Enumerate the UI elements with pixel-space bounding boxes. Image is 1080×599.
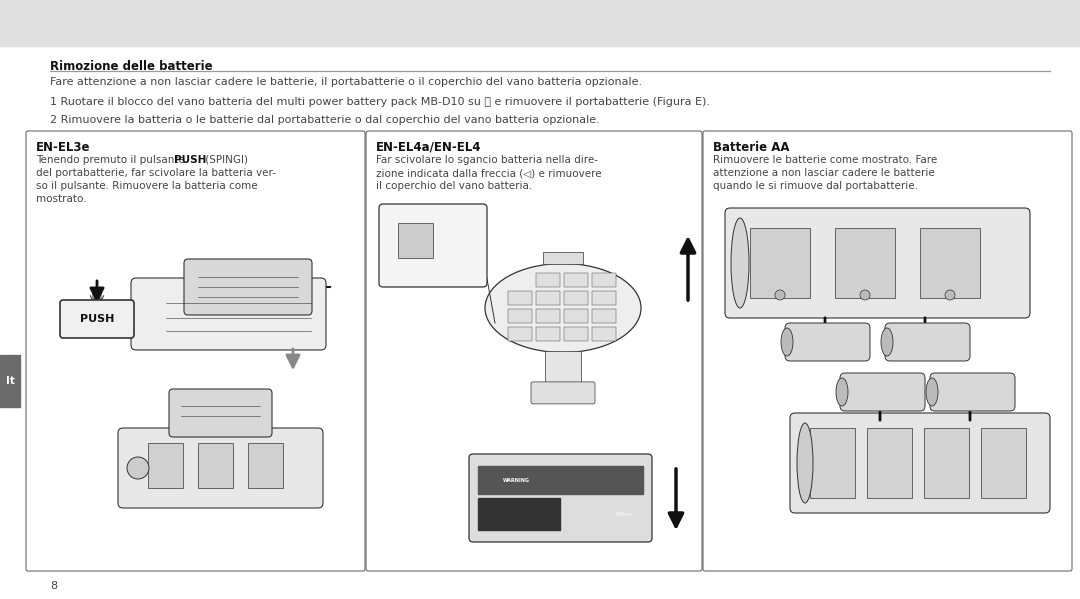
Text: attenzione a non lasciar cadere le batterie: attenzione a non lasciar cadere le batte… <box>713 168 935 178</box>
Text: 1 Ruotare il blocco del vano batteria del multi power battery pack MB-D10 su ⓢ e: 1 Ruotare il blocco del vano batteria de… <box>50 97 710 107</box>
Bar <box>478 466 643 494</box>
Bar <box>536 327 561 341</box>
Ellipse shape <box>781 328 793 356</box>
Text: EN-EL4a/EN-EL4: EN-EL4a/EN-EL4 <box>376 141 482 154</box>
FancyBboxPatch shape <box>366 131 702 571</box>
FancyBboxPatch shape <box>703 131 1072 571</box>
Bar <box>592 273 616 287</box>
Text: mostrato.: mostrato. <box>36 194 86 204</box>
FancyBboxPatch shape <box>168 389 272 437</box>
Ellipse shape <box>860 290 870 300</box>
Text: so il pulsante. Rimuovere la batteria come: so il pulsante. Rimuovere la batteria co… <box>36 181 258 191</box>
Bar <box>399 223 433 258</box>
Text: del portabatterie, far scivolare la batteria ver-: del portabatterie, far scivolare la batt… <box>36 168 276 178</box>
FancyBboxPatch shape <box>60 300 134 338</box>
Ellipse shape <box>797 423 813 503</box>
Bar <box>592 291 616 305</box>
Bar <box>835 228 895 298</box>
Bar <box>536 309 561 323</box>
Bar <box>750 228 810 298</box>
Bar <box>867 428 912 498</box>
Bar <box>543 252 583 264</box>
FancyBboxPatch shape <box>531 382 595 404</box>
Bar <box>536 273 561 287</box>
Ellipse shape <box>485 264 642 352</box>
Bar <box>924 428 969 498</box>
FancyBboxPatch shape <box>184 259 312 315</box>
Bar <box>198 443 233 488</box>
Text: PUSH: PUSH <box>174 155 206 165</box>
Bar <box>810 428 855 498</box>
Bar <box>564 273 588 287</box>
Bar <box>920 228 980 298</box>
Text: Rimozione delle batterie: Rimozione delle batterie <box>50 60 213 73</box>
Bar <box>0 355 21 407</box>
Bar <box>478 498 561 530</box>
FancyBboxPatch shape <box>118 428 323 508</box>
Bar <box>564 327 588 341</box>
Text: Batterie AA: Batterie AA <box>713 141 789 154</box>
Text: (SPINGI): (SPINGI) <box>202 155 248 165</box>
Ellipse shape <box>926 378 939 406</box>
Bar <box>564 309 588 323</box>
FancyBboxPatch shape <box>131 278 326 350</box>
Text: Rimuovere le batterie come mostrato. Fare: Rimuovere le batterie come mostrato. Far… <box>713 155 937 165</box>
FancyBboxPatch shape <box>930 373 1015 411</box>
Text: il coperchio del vano batteria.: il coperchio del vano batteria. <box>376 181 532 191</box>
Text: PUSH: PUSH <box>80 314 114 324</box>
Text: Far scivolare lo sgancio batteria nella dire-: Far scivolare lo sgancio batteria nella … <box>376 155 598 165</box>
Bar <box>0 0 1080 46</box>
FancyBboxPatch shape <box>789 413 1050 513</box>
Ellipse shape <box>775 290 785 300</box>
Text: Fare attenzione a non lasciar cadere le batterie, il portabatterie o il coperchi: Fare attenzione a non lasciar cadere le … <box>50 77 643 87</box>
Bar <box>508 327 532 341</box>
FancyBboxPatch shape <box>785 323 870 361</box>
Bar <box>564 291 588 305</box>
FancyBboxPatch shape <box>469 454 652 542</box>
Text: Tenendo premuto il pulsante: Tenendo premuto il pulsante <box>36 155 188 165</box>
Ellipse shape <box>731 218 750 308</box>
FancyBboxPatch shape <box>840 373 924 411</box>
Ellipse shape <box>945 290 955 300</box>
Bar <box>536 291 561 305</box>
Bar <box>248 443 283 488</box>
Ellipse shape <box>836 378 848 406</box>
Text: It: It <box>5 376 14 386</box>
FancyBboxPatch shape <box>26 131 365 571</box>
Bar <box>148 443 183 488</box>
Bar <box>508 291 532 305</box>
FancyBboxPatch shape <box>725 208 1030 318</box>
Bar <box>981 428 1026 498</box>
Text: 2 Rimuovere la batteria o le batterie dal portabatterie o dal coperchio del vano: 2 Rimuovere la batteria o le batterie da… <box>50 115 599 125</box>
Bar <box>592 327 616 341</box>
Bar <box>508 309 532 323</box>
Text: quando le si rimuove dal portabatterie.: quando le si rimuove dal portabatterie. <box>713 181 918 191</box>
FancyBboxPatch shape <box>379 204 487 287</box>
Text: Nikon: Nikon <box>615 512 632 516</box>
Bar <box>545 351 581 386</box>
Ellipse shape <box>881 328 893 356</box>
Text: WARNING: WARNING <box>503 477 530 483</box>
FancyBboxPatch shape <box>885 323 970 361</box>
Text: zione indicata dalla freccia (◁) e rimuovere: zione indicata dalla freccia (◁) e rimuo… <box>376 168 602 178</box>
Ellipse shape <box>127 457 149 479</box>
Text: EN-EL3e: EN-EL3e <box>36 141 91 154</box>
Bar <box>592 309 616 323</box>
Text: 8: 8 <box>50 581 57 591</box>
